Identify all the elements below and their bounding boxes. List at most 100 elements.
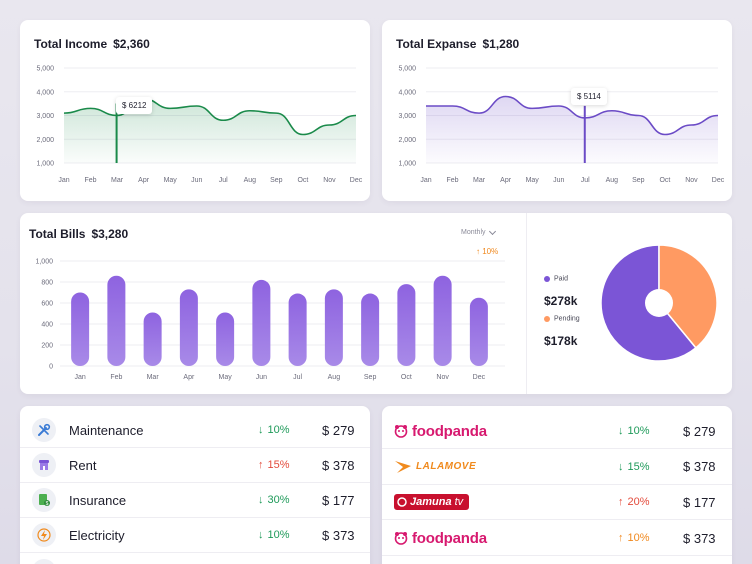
income-card: Total Income $2,360 5,000 4,000 3,000 2,000 1…: [20, 20, 370, 201]
list-item[interactable]: Maintenance ↓ 10% $ 279: [20, 413, 370, 448]
list-item[interactable]: foodpanda ↓ 10% $ 279: [382, 414, 732, 449]
item-change-value: 30%: [267, 494, 290, 506]
legend-pending: Pending $178k: [544, 310, 580, 348]
tools-icon: [32, 418, 56, 442]
y-tick-label: 1,000: [35, 259, 53, 266]
x-tick-label: Dec: [473, 374, 486, 381]
y-tick-label: 0: [49, 364, 53, 371]
item-name: Maintenance: [69, 422, 144, 438]
x-tick-label: Apr: [183, 374, 195, 381]
period-dropdown[interactable]: Monthly: [461, 227, 496, 236]
expense-chart: 5,000 4,000 3,000 2,000 1,000 Jan Feb Mar Apr May…: [398, 66, 725, 185]
expense-card: Total Expanse $1,280 5,000 4,000 3,000 2,000…: [382, 20, 732, 201]
list-item[interactable]: LALAMOVE ↓ 15% $ 378: [382, 450, 732, 485]
foodpanda-logo: foodpanda: [394, 423, 487, 440]
item-change-value: 20%: [627, 496, 650, 509]
bar: [216, 312, 235, 366]
y-tick-label: 5,000: [398, 66, 416, 73]
x-tick-label: Aug: [328, 374, 341, 381]
list-item[interactable]: Jamuna tv ↑ 20% $ 177: [382, 485, 732, 521]
item-name: Rent: [69, 457, 97, 473]
item-change-value: 15%: [267, 459, 290, 471]
item-amount: $ 279: [683, 423, 716, 439]
bar: [179, 289, 198, 366]
lalamove-logo: LALAMOVE: [394, 460, 476, 474]
y-tick-label: 2,000: [36, 137, 54, 144]
arrow-up-icon: ↑: [618, 496, 624, 509]
income-title-label: Total Income: [34, 37, 108, 51]
item-amount: $ 177: [683, 494, 716, 510]
item-change-value: 10%: [627, 532, 650, 545]
x-tick-label: Feb: [110, 374, 122, 381]
brand-name: Jamuna: [410, 496, 452, 509]
income-chart: 5,000 4,000 3,000 2,000 1,000 Jan Feb Mar Apr May…: [36, 66, 362, 185]
x-tick-label: Mar: [473, 177, 486, 184]
panda-icon: [394, 532, 408, 545]
paid-label: Paid: [554, 275, 569, 283]
x-tick-label: Dec: [712, 177, 725, 184]
bills-change: ↑ 10%: [476, 247, 498, 256]
x-tick-label: Apr: [138, 177, 150, 184]
bills-change-value: 10%: [482, 247, 499, 256]
y-tick-label: 1,000: [398, 161, 416, 168]
x-tick-label: May: [526, 177, 540, 184]
bills-divider: [526, 213, 527, 394]
expense-tooltip-value: $ 5114: [577, 92, 601, 101]
item-change-value: 10%: [267, 529, 290, 541]
arrow-down-icon: ↓: [618, 425, 624, 437]
item-amount: $ 279: [322, 422, 355, 438]
legend-paid: Paid $278k: [544, 270, 577, 308]
arrow-down-icon: ↓: [258, 529, 264, 541]
expenses-list-card: Maintenance ↓ 10% $ 279 Rent ↑ 15% $ 378 $ Insura…: [20, 406, 370, 564]
expense-title-label: Total Expanse: [396, 37, 477, 51]
expense-amount: $1,280: [482, 37, 520, 51]
y-tick-label: 600: [41, 301, 53, 308]
y-tick-label: 3,000: [398, 113, 416, 120]
bar: [397, 284, 416, 366]
x-tick-label: Mar: [111, 177, 124, 184]
arrow-up-icon: ↑: [476, 247, 480, 256]
y-tick-label: 5,000: [36, 66, 54, 73]
bills-amount: $3,280: [91, 227, 129, 241]
y-tick-label: 4,000: [36, 89, 54, 96]
pending-label: Pending: [554, 315, 580, 323]
arrow-down-icon: ↓: [258, 424, 264, 436]
x-tick-label: Sep: [632, 177, 645, 184]
item-change: ↑ 15%: [258, 459, 290, 471]
panda-icon: [394, 425, 408, 438]
series-area: [64, 98, 356, 163]
expense-title: Total Expanse $1,280: [396, 37, 519, 51]
list-item[interactable]: foodpanda ↑ 10% $ 373: [382, 521, 732, 557]
pie-slice-pending: [658, 244, 718, 349]
list-item[interactable]: Rent ↑ 15% $ 378: [20, 448, 370, 483]
x-tick-label: Jun: [553, 177, 564, 184]
insurance-icon: $: [32, 488, 56, 512]
store-icon: [32, 453, 56, 477]
pending-dot: [544, 315, 550, 322]
bar: [361, 293, 380, 366]
list-item[interactable]: $ Insurance ↓ 30% $ 177: [20, 483, 370, 518]
item-change-value: 10%: [627, 425, 650, 437]
arrow-up-icon: ↑: [618, 532, 624, 545]
brand-name: foodpanda: [412, 529, 487, 547]
x-tick-label: Oct: [401, 374, 412, 381]
series-line: [63, 98, 357, 136]
x-tick-label: Nov: [685, 177, 698, 184]
svg-text:$: $: [46, 501, 49, 507]
paid-dot: [544, 275, 550, 282]
jamunatv-logo: Jamuna tv: [394, 494, 470, 511]
y-tick-label: 3,000: [36, 113, 54, 120]
income-tooltip: $ 6212: [116, 97, 153, 114]
x-tick-label: Jul: [219, 177, 228, 184]
y-tick-label: 800: [41, 280, 53, 287]
item-amount: $ 373: [683, 530, 716, 546]
y-tick-label: 2,000: [398, 137, 416, 144]
bills-card: Total Bills $3,280 Monthly ↑ 10% 1,000 800…: [20, 213, 732, 394]
list-item[interactable]: Electricity ↓ 10% $ 373: [20, 518, 370, 553]
item-amount: $ 378: [683, 459, 716, 475]
y-tick-label: 1,000: [36, 161, 54, 168]
y-tick-label: 4,000: [398, 89, 416, 96]
bar: [288, 293, 307, 366]
brand-name: foodpanda: [412, 422, 487, 440]
item-name: Electricity: [69, 527, 125, 543]
